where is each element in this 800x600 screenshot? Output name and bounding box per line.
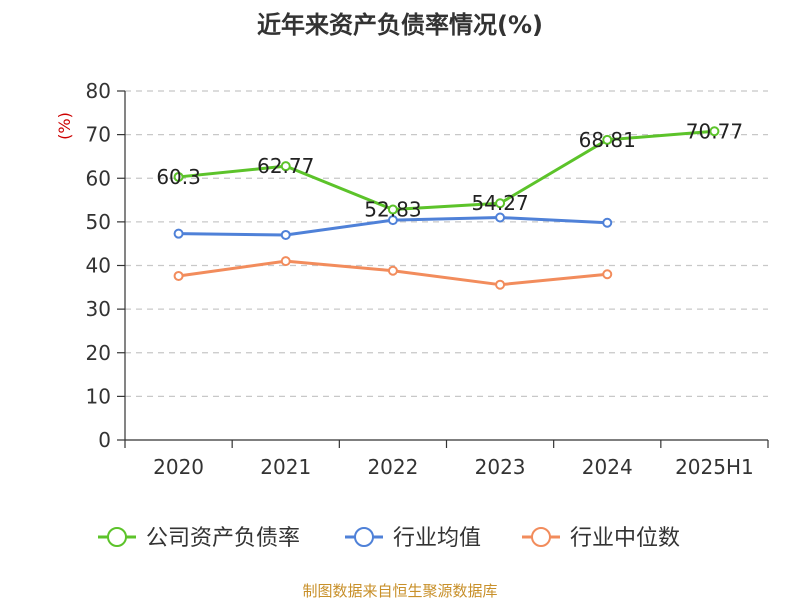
y-tick-label: 40 — [86, 254, 111, 278]
data-point — [280, 161, 291, 172]
data-label: 62.77 — [257, 154, 314, 178]
x-tick-label: 2023 — [475, 455, 526, 479]
x-tick-label: 2021 — [260, 455, 311, 479]
y-tick-label: 20 — [86, 341, 111, 365]
x-tick-label: 2022 — [367, 455, 418, 479]
data-point — [173, 228, 184, 239]
y-tick-label: 50 — [86, 210, 111, 234]
legend-label: 行业均值 — [393, 526, 481, 551]
y-tick-label: 60 — [86, 166, 111, 190]
data-point — [495, 212, 506, 223]
series-group — [173, 126, 720, 290]
legend-label: 行业中位数 — [570, 526, 680, 551]
legend-swatch-marker — [354, 527, 374, 547]
data-label: 60.3 — [156, 165, 201, 189]
data-point — [602, 269, 613, 280]
data-point — [495, 279, 506, 290]
y-tick-label: 70 — [86, 123, 111, 147]
data-point — [602, 217, 613, 228]
data-point — [387, 265, 398, 276]
data-point — [387, 204, 398, 215]
data-label: 68.81 — [579, 128, 636, 152]
data-point — [280, 229, 291, 240]
legend-label: 公司资产负债率 — [146, 526, 300, 551]
axes: 0 10 20 30 40 50 60 70 80 2020 2021 2022 2023 2024 202… — [86, 79, 769, 479]
legend-swatch-marker — [107, 527, 127, 547]
x-tick-label: 2025H1 — [675, 455, 754, 479]
legend: 公司资产负债率 行业均值 行业中位数 — [98, 526, 680, 551]
y-tick-label: 10 — [86, 384, 111, 408]
x-tick-label: 2020 — [153, 455, 204, 479]
grid-lines — [125, 90, 768, 397]
data-label: 54.27 — [471, 191, 528, 215]
y-axis-unit: (%) — [55, 112, 74, 140]
data-label: 52.83 — [364, 198, 421, 222]
data-label: 70.77 — [686, 119, 743, 143]
y-tick-label: 0 — [98, 428, 111, 452]
data-point — [280, 256, 291, 267]
y-tick-label: 30 — [86, 297, 111, 321]
y-tick-label: 80 — [86, 79, 111, 103]
data-point — [709, 126, 720, 137]
data-point — [602, 134, 613, 145]
x-tick-label: 2024 — [582, 455, 633, 479]
series-line — [178, 129, 715, 212]
legend-swatch-marker — [531, 527, 551, 547]
data-point — [495, 198, 506, 209]
data-labels: 60.3 62.77 52.83 54.27 68.81 70.77 — [156, 119, 743, 221]
data-point — [387, 215, 398, 226]
chart-title: 近年来资产负债率情况(%) — [257, 11, 543, 39]
source-note: 制图数据来自恒生聚源数据库 — [302, 582, 497, 600]
data-point — [173, 270, 184, 281]
data-point — [173, 171, 184, 182]
